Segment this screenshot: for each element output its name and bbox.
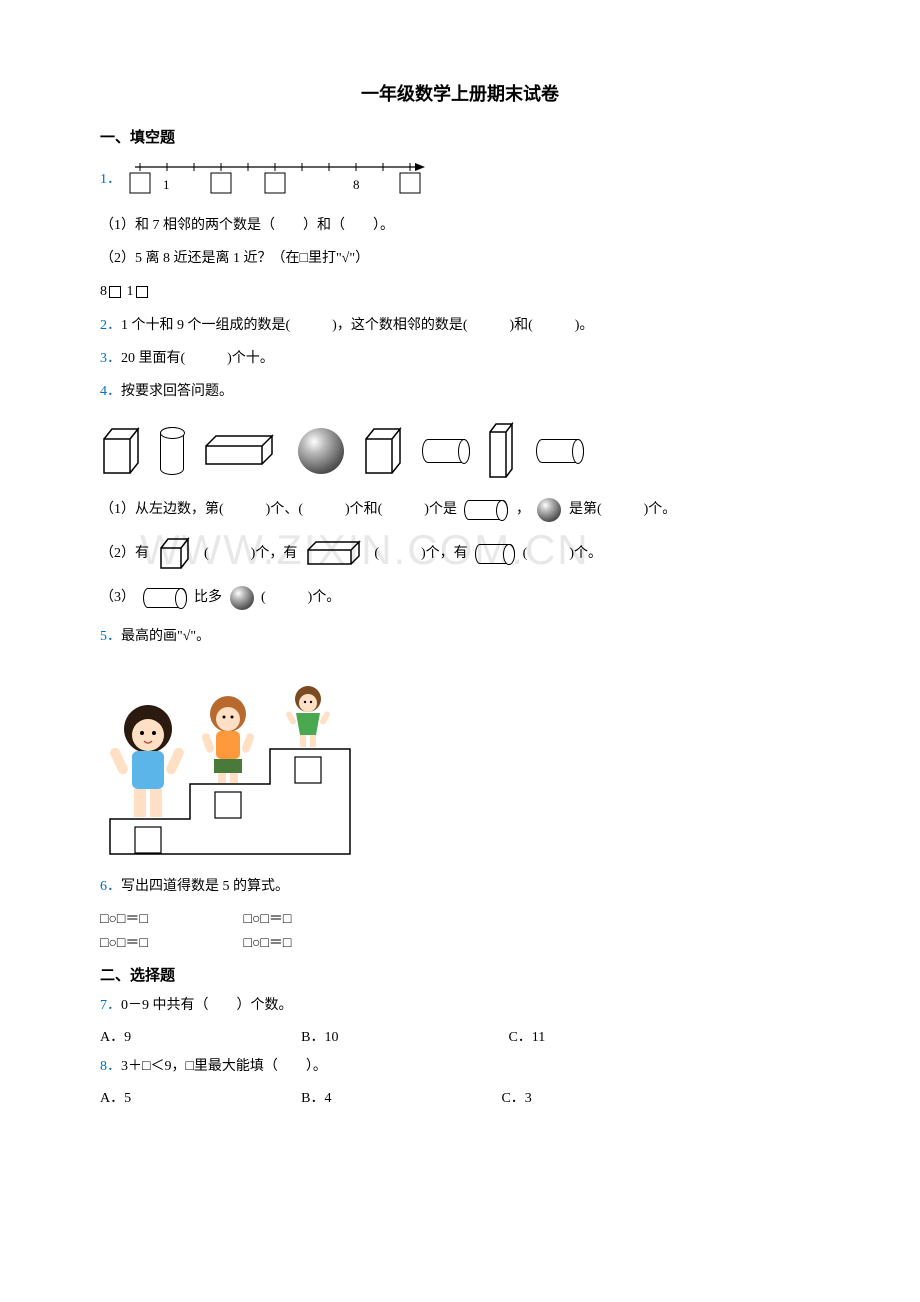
- eq-1: □○□＝□: [100, 908, 240, 928]
- children-stairs-image: [100, 659, 380, 859]
- eq-row-2: □○□＝□ □○□＝□: [100, 932, 820, 952]
- eq-3: □○□＝□: [100, 932, 240, 952]
- number-line: 1 8: [125, 155, 435, 205]
- q8-num: 8．: [100, 1059, 121, 1074]
- question-3: 3．20 里面有( )个十。: [100, 346, 820, 371]
- question-1: 1． 1 8: [100, 155, 820, 205]
- q7-options: A．9 B．10 C．11: [100, 1026, 820, 1046]
- eq-row-1: □○□＝□ □○□＝□: [100, 908, 820, 928]
- q4-sub2: WWW.ZIXIN.COM.CN （2）有 ( )个，有 ( )个，有 ( )个…: [100, 536, 820, 572]
- sphere-icon: [298, 428, 344, 474]
- q3-num: 3．: [100, 351, 121, 366]
- q4-sub3: （3） 比多 ( )个。: [100, 586, 820, 610]
- q4-sub2d: ( )个。: [523, 546, 602, 561]
- q8-opt-a[interactable]: A．5: [100, 1087, 131, 1107]
- q8-options: A．5 B．4 C．3: [100, 1087, 820, 1107]
- q4-sub2a: （2）有: [100, 546, 149, 561]
- check-box-1[interactable]: [136, 286, 148, 298]
- q1-1: 1: [127, 284, 134, 299]
- eq-4: □○□＝□: [244, 932, 384, 952]
- cube-inline-icon: [157, 536, 197, 572]
- q1-num: 1．: [100, 172, 121, 187]
- question-2: 2．1 个十和 9 个一组成的数是( )，这个数相邻的数是( )和( )。: [100, 313, 820, 338]
- question-7: 7．0－9 中共有（ ）个数。: [100, 993, 820, 1018]
- q7-text: 0－9 中共有（ ）个数。: [121, 998, 293, 1013]
- q1-sub1: （1）和 7 相邻的两个数是（ ）和（ ）。: [100, 213, 820, 238]
- cylinder-inline-icon: [464, 500, 508, 520]
- q4-sub3c: ( )个。: [261, 590, 340, 605]
- q7-opt-c[interactable]: C．11: [508, 1026, 545, 1046]
- question-6: 6．写出四道得数是 5 的算式。: [100, 874, 820, 899]
- q4-sub1c: 是第( )个。: [569, 502, 676, 517]
- q4-sub1a: （1）从左边数，第( )个、( )个和( )个是: [100, 502, 457, 517]
- q4-sub1b: ，: [516, 502, 530, 517]
- eq-2: □○□＝□: [244, 908, 384, 928]
- q3-text: 20 里面有( )个十。: [121, 351, 274, 366]
- q8-opt-c[interactable]: C．3: [501, 1087, 531, 1107]
- cylinder-h-icon-2: [536, 439, 584, 463]
- q1-8: 8: [100, 284, 107, 299]
- section-choice: 二、选择题: [100, 964, 820, 985]
- cube-icon-2: [362, 425, 404, 477]
- cylinder-inline-icon-2: [475, 544, 515, 564]
- shapes-row: [100, 422, 820, 480]
- q6-num: 6．: [100, 879, 121, 894]
- q2-num: 2．: [100, 318, 121, 333]
- q5-num: 5．: [100, 629, 121, 644]
- q1-sub3: 8 1: [100, 279, 820, 304]
- cuboid-inline-icon: [305, 540, 367, 568]
- q4-sub2b: ( )个，有: [204, 546, 297, 561]
- sphere-inline-icon: [537, 498, 561, 522]
- q8-text: 3＋□＜9，□里最大能填（ ）。: [121, 1059, 327, 1074]
- section-fill: 一、填空题: [100, 126, 820, 147]
- q6-text: 写出四道得数是 5 的算式。: [121, 879, 289, 894]
- q4-sub1: （1）从左边数，第( )个、( )个和( )个是 ， 是第( )个。: [100, 498, 820, 522]
- q7-num: 7．: [100, 998, 121, 1013]
- q4-num: 4．: [100, 384, 121, 399]
- cuboid-v-icon: [488, 422, 518, 480]
- q1-sub2: （2）5 离 8 近还是离 1 近？（在□里打"√"）: [100, 246, 820, 271]
- q4-sub3a: （3）: [100, 590, 135, 605]
- question-5: 5．最高的画"√"。: [100, 624, 820, 649]
- q7-opt-a[interactable]: A．9: [100, 1026, 131, 1046]
- q4-sub3b: 比多: [194, 590, 222, 605]
- question-4: 4．按要求回答问题。: [100, 379, 820, 404]
- number-line-svg: 1 8: [125, 155, 435, 205]
- question-8: 8．3＋□＜9，□里最大能填（ ）。: [100, 1054, 820, 1079]
- nl-label-1: 1: [163, 177, 170, 192]
- q4-text: 按要求回答问题。: [121, 384, 233, 399]
- cylinder-h-icon: [422, 439, 470, 463]
- cube-icon: [100, 425, 142, 477]
- sphere-inline-icon-2: [230, 586, 254, 610]
- cylinder-v-icon: [160, 427, 184, 475]
- nl-label-8: 8: [353, 177, 360, 192]
- cuboid-h-icon: [202, 434, 280, 468]
- q7-opt-b[interactable]: B．10: [301, 1026, 338, 1046]
- q2-text: 1 个十和 9 个一组成的数是( )，这个数相邻的数是( )和( )。: [121, 318, 593, 333]
- q5-text: 最高的画"√"。: [121, 629, 210, 644]
- check-box-8[interactable]: [109, 286, 121, 298]
- q4-sub2c: ( )个，有: [374, 546, 467, 561]
- cylinder-inline-icon-3: [143, 588, 187, 608]
- page-title: 一年级数学上册期末试卷: [100, 80, 820, 106]
- q8-opt-b[interactable]: B．4: [301, 1087, 331, 1107]
